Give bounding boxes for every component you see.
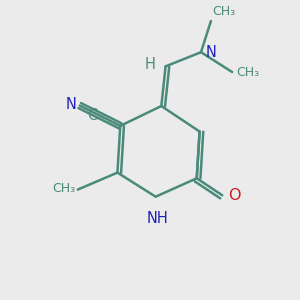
Text: C: C xyxy=(87,108,98,123)
Text: CH₃: CH₃ xyxy=(236,65,260,79)
Text: N: N xyxy=(66,97,77,112)
Text: H: H xyxy=(145,58,155,73)
Text: CH₃: CH₃ xyxy=(212,5,236,18)
Text: N: N xyxy=(205,45,216,60)
Text: NH: NH xyxy=(146,211,168,226)
Text: O: O xyxy=(228,188,240,203)
Text: CH₃: CH₃ xyxy=(52,182,75,195)
